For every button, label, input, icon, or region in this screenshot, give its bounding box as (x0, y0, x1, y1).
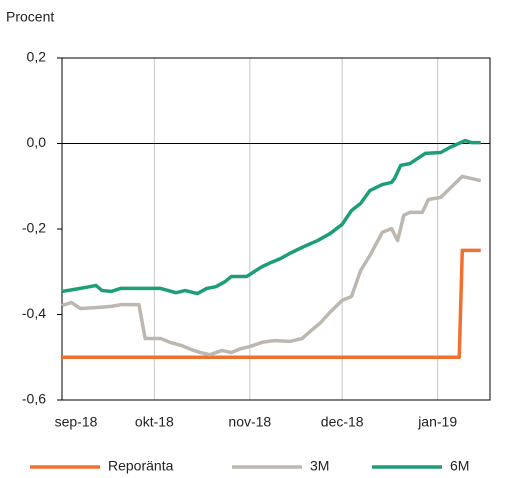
legend-label: 3M (310, 458, 329, 474)
x-tick-label: dec-18 (321, 414, 364, 430)
x-tick-label: nov-18 (228, 414, 271, 430)
series-line (61, 174, 482, 357)
x-tick-label: okt-18 (135, 414, 174, 430)
plot-border (61, 57, 491, 401)
x-tick-label: sep-18 (55, 414, 98, 430)
series-line (61, 138, 481, 296)
y-tick-label: 0,0 (27, 134, 47, 150)
x-tick-label: jan-19 (417, 414, 457, 430)
y-tick-label: -0,6 (22, 391, 46, 407)
y-tick-label: -0,2 (22, 220, 46, 236)
series-line (62, 248, 481, 359)
y-axis-label: Procent (6, 9, 54, 25)
y-tick-label: 0,2 (27, 49, 47, 65)
legend-label: Reporänta (108, 458, 174, 474)
legend-label: 6M (450, 458, 469, 474)
y-tick-label: -0,4 (22, 305, 46, 321)
